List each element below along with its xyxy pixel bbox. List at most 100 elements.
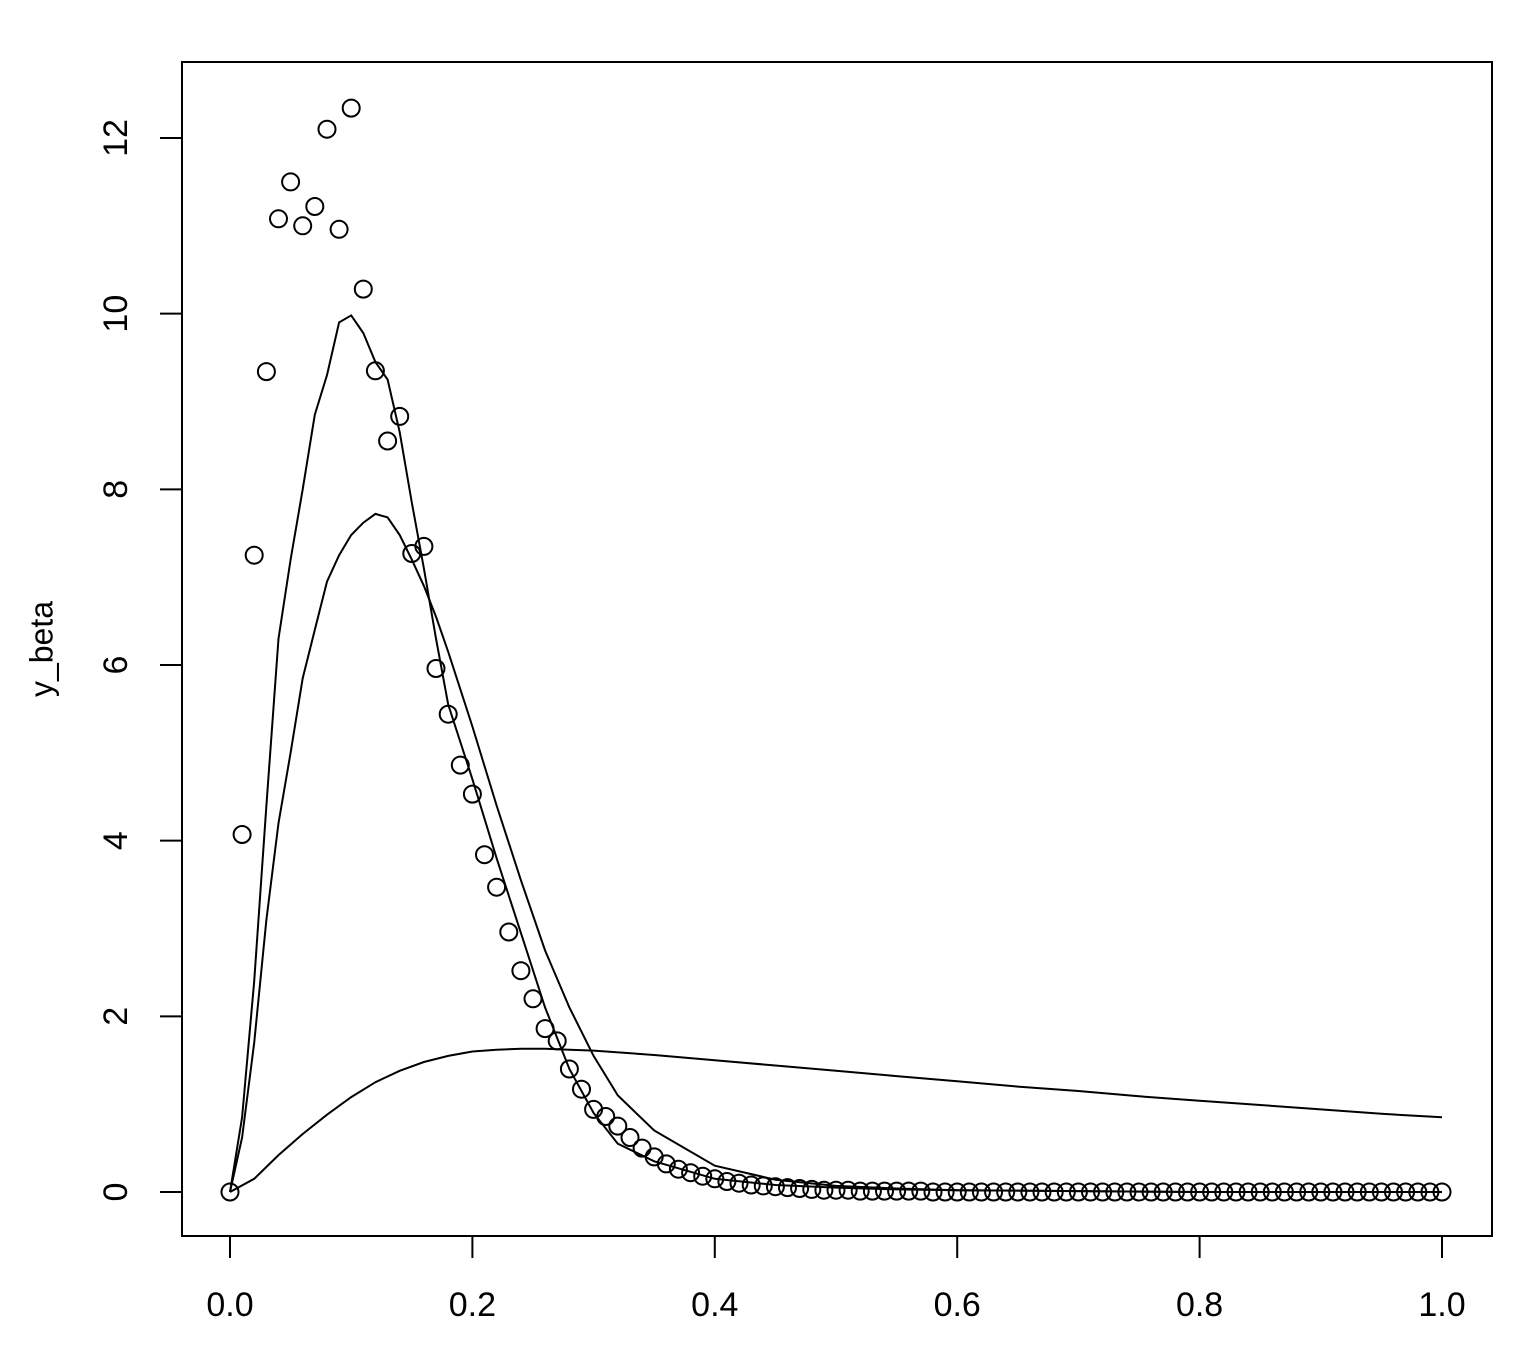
data-point: [1408, 1182, 1428, 1202]
data-point: [1384, 1182, 1403, 1202]
data-point: [838, 1180, 858, 1200]
y-axis: 0 2 4 6 8 10 12: [97, 119, 183, 1202]
data-point: [341, 98, 361, 118]
data-point: [511, 961, 531, 981]
data-point: [462, 784, 482, 804]
data-point: [572, 1079, 591, 1099]
data-point: [547, 1031, 567, 1051]
y-tick-label: 0: [97, 1183, 135, 1202]
data-point: [1044, 1182, 1064, 1202]
data-point: [1105, 1182, 1125, 1202]
data-point: [984, 1182, 1004, 1202]
data-point: [1262, 1182, 1282, 1202]
data-point: [269, 209, 288, 229]
data-point: [1032, 1182, 1052, 1202]
data-point: [729, 1173, 749, 1193]
data-point: [899, 1181, 919, 1201]
y-axis-label: y_beta: [23, 601, 59, 697]
y-tick-label: 6: [97, 656, 135, 675]
data-point: [608, 1116, 628, 1136]
y-tick-label: 2: [97, 1007, 135, 1026]
x-tick-label: 0.0: [206, 1286, 253, 1324]
data-point: [632, 1138, 652, 1158]
series-line-3: [229, 1047, 1443, 1193]
series-line-1: [229, 314, 1442, 1193]
data-point: [329, 219, 349, 239]
data-point: [596, 1107, 616, 1126]
data-point: [293, 216, 313, 236]
data-point: [668, 1159, 688, 1179]
data-point: [378, 431, 398, 451]
data-point: [693, 1166, 713, 1186]
data-point: [741, 1175, 761, 1195]
data-point: [1420, 1182, 1440, 1202]
data-point: [535, 1019, 555, 1039]
data-point: [1335, 1182, 1355, 1202]
data-point: [499, 922, 519, 942]
x-tick-label: 0.4: [691, 1286, 738, 1324]
data-point: [1008, 1182, 1028, 1202]
data-point: [1238, 1182, 1258, 1202]
data-point: [438, 704, 458, 724]
data-point: [1190, 1182, 1210, 1202]
data-point: [850, 1181, 870, 1201]
data-point: [1141, 1182, 1161, 1202]
data-point: [911, 1181, 931, 1201]
y-tick-label: 10: [97, 295, 135, 333]
data-point: [1347, 1182, 1367, 1202]
x-axis: 0.0 0.2 0.4 0.6 0.8 1.0: [206, 1235, 1466, 1324]
data-point: [656, 1154, 676, 1174]
data-point: [1165, 1182, 1185, 1202]
data-point: [681, 1163, 701, 1183]
data-point: [620, 1128, 640, 1147]
data-point: [559, 1059, 579, 1079]
axes-layer: [181, 61, 1493, 1237]
data-point: [1214, 1182, 1234, 1202]
y-tick-label: 4: [97, 831, 135, 850]
data-point: [887, 1181, 907, 1201]
data-point: [1396, 1182, 1416, 1202]
data-point: [1056, 1182, 1076, 1202]
data-point: [256, 362, 276, 382]
data-point: [1020, 1182, 1040, 1202]
data-point: [1068, 1182, 1088, 1202]
data-point: [765, 1177, 785, 1197]
data-point: [523, 989, 543, 1009]
data-point: [487, 877, 507, 897]
data-point: [935, 1182, 955, 1202]
data-point: [1226, 1182, 1246, 1202]
data-point: [996, 1182, 1016, 1202]
data-point: [426, 659, 446, 678]
data-point: [705, 1169, 725, 1189]
x-tick-label: 0.8: [1176, 1286, 1223, 1324]
data-point: [1081, 1182, 1100, 1202]
data-point: [220, 1182, 240, 1202]
data-point: [1432, 1182, 1452, 1202]
data-point: [826, 1180, 846, 1200]
data-point: [1299, 1182, 1319, 1202]
data-point: [875, 1181, 894, 1201]
data-point: [802, 1179, 822, 1199]
data-point: [1371, 1182, 1391, 1202]
data-point: [1274, 1182, 1294, 1202]
data-point: [1178, 1182, 1197, 1202]
data-point: [971, 1182, 991, 1202]
data-point: [862, 1181, 882, 1201]
data-point: [923, 1182, 943, 1202]
data-point: [1153, 1182, 1173, 1202]
data-point: [1129, 1182, 1149, 1202]
data-point: [1323, 1182, 1343, 1202]
points-layer: [220, 98, 1452, 1202]
data-point: [390, 406, 410, 426]
y-tick-label: 8: [97, 480, 135, 499]
data-point: [1250, 1182, 1270, 1202]
data-point: [1359, 1182, 1379, 1202]
data-point: [365, 361, 385, 381]
series-line-2: [229, 512, 1442, 1193]
x-tick-label: 0.6: [934, 1286, 981, 1324]
data-point: [947, 1182, 967, 1202]
y-tick-label: 12: [97, 119, 135, 157]
data-point: [317, 119, 337, 139]
plot-frame: [181, 61, 1493, 1237]
